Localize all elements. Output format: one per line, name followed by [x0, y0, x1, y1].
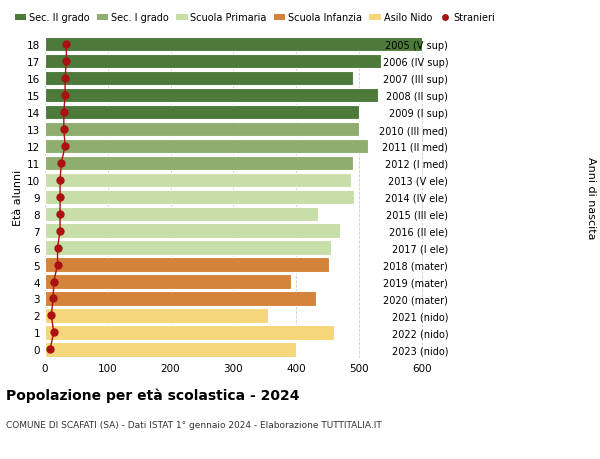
Point	[45, 346, 55, 353]
Point	[60, 143, 70, 150]
Bar	[45, 342, 296, 357]
Bar	[45, 157, 353, 171]
Point	[49, 295, 58, 302]
Y-axis label: Età alunni: Età alunni	[13, 169, 23, 225]
Point	[60, 75, 70, 83]
Bar	[45, 241, 331, 255]
Bar	[45, 207, 318, 222]
Point	[59, 109, 68, 117]
Bar	[45, 258, 329, 272]
Bar	[45, 55, 381, 69]
Point	[62, 58, 71, 66]
Point	[62, 41, 71, 49]
Point	[46, 312, 56, 319]
Text: Popolazione per età scolastica - 2024: Popolazione per età scolastica - 2024	[6, 388, 299, 403]
Bar	[45, 140, 368, 154]
Point	[53, 245, 62, 252]
Bar	[45, 173, 352, 188]
Text: Anni di nascita: Anni di nascita	[586, 156, 596, 239]
Point	[55, 228, 65, 235]
Bar	[45, 123, 359, 137]
Bar	[45, 38, 422, 52]
Point	[55, 194, 65, 201]
Point	[53, 261, 62, 269]
Point	[49, 329, 59, 336]
Bar	[45, 325, 334, 340]
Point	[55, 211, 65, 218]
Point	[55, 177, 65, 184]
Bar	[45, 291, 316, 306]
Legend: Sec. II grado, Sec. I grado, Scuola Primaria, Scuola Infanzia, Asilo Nido, Stran: Sec. II grado, Sec. I grado, Scuola Prim…	[11, 10, 499, 27]
Text: COMUNE DI SCAFATI (SA) - Dati ISTAT 1° gennaio 2024 - Elaborazione TUTTITALIA.IT: COMUNE DI SCAFATI (SA) - Dati ISTAT 1° g…	[6, 420, 382, 429]
Point	[60, 92, 70, 100]
Bar	[45, 72, 353, 86]
Bar	[45, 275, 291, 289]
Bar	[45, 224, 340, 238]
Bar	[45, 190, 354, 205]
Point	[56, 160, 66, 167]
Bar	[45, 89, 377, 103]
Bar	[45, 106, 359, 120]
Point	[59, 126, 68, 134]
Point	[49, 278, 59, 285]
Bar	[45, 308, 268, 323]
